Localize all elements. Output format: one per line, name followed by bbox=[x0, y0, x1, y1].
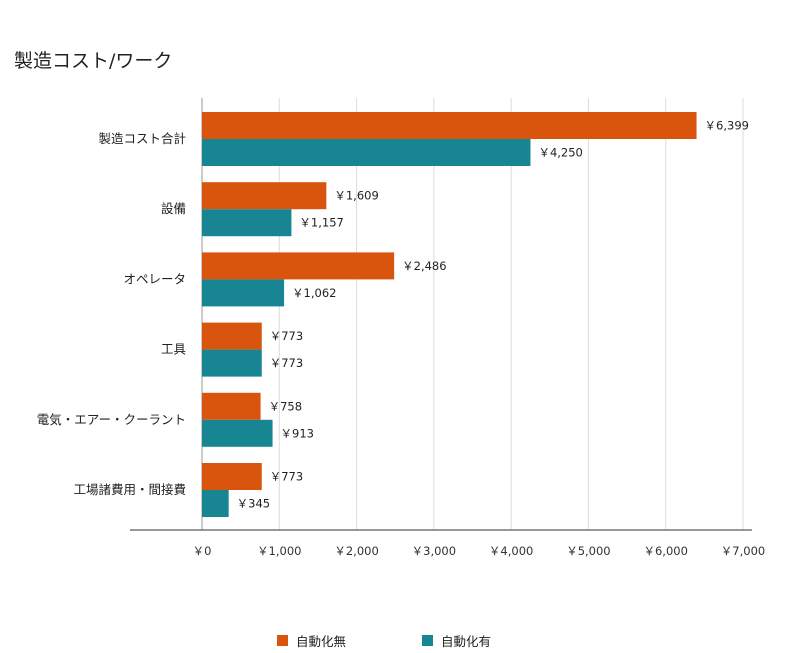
x-tick-label-7: ￥7,000 bbox=[721, 544, 765, 558]
bar-series-1-2[interactable] bbox=[202, 252, 395, 280]
legend-label-series-1: 自動化無 bbox=[296, 634, 347, 649]
bar-series-1-3[interactable] bbox=[202, 322, 262, 350]
bar-series-2-5[interactable] bbox=[202, 490, 229, 517]
bar-series-2-0[interactable] bbox=[202, 139, 531, 166]
x-tick-label-2: ￥2,000 bbox=[334, 544, 378, 558]
legend-swatch-series-2 bbox=[422, 635, 433, 646]
data-label-series-2-3: ￥773 bbox=[270, 356, 303, 370]
data-label-series-1-0: ￥6,399 bbox=[705, 119, 749, 133]
legend-item-series-2[interactable]: 自動化有 bbox=[422, 631, 491, 650]
legend-label-series-2: 自動化有 bbox=[441, 634, 492, 649]
data-label-series-1-2: ￥2,486 bbox=[402, 259, 446, 273]
legend: 自動化無 自動化有 bbox=[0, 631, 790, 650]
x-tick-label-6: ￥6,000 bbox=[643, 544, 687, 558]
data-label-series-1-4: ￥758 bbox=[269, 399, 302, 413]
category-label-3: 工具 bbox=[161, 342, 187, 357]
x-tick-label-4: ￥4,000 bbox=[489, 544, 533, 558]
x-tick-label-3: ￥3,000 bbox=[412, 544, 456, 558]
bar-series-1-0[interactable] bbox=[202, 112, 697, 139]
bar-series-1-5[interactable] bbox=[202, 463, 262, 490]
category-label-5: 工場諸費用・間接費 bbox=[73, 482, 186, 497]
category-label-1: 設備 bbox=[161, 201, 186, 216]
legend-item-series-1[interactable]: 自動化無 bbox=[277, 631, 346, 650]
bar-series-2-4[interactable] bbox=[202, 419, 273, 447]
bar-series-2-1[interactable] bbox=[202, 209, 292, 237]
legend-swatch-series-1 bbox=[277, 635, 288, 646]
bar-series-2-2[interactable] bbox=[202, 279, 285, 307]
data-label-series-2-5: ￥345 bbox=[237, 497, 270, 511]
data-label-series-2-2: ￥1,062 bbox=[292, 286, 336, 300]
x-tick-label-0: ￥0 bbox=[193, 544, 212, 558]
bar-series-1-4[interactable] bbox=[202, 392, 261, 420]
x-tick-label-1: ￥1,000 bbox=[257, 544, 301, 558]
x-tick-label-5: ￥5,000 bbox=[566, 544, 610, 558]
category-label-4: 電気・エアー・クーラント bbox=[37, 412, 186, 427]
bar-series-2-3[interactable] bbox=[202, 349, 262, 377]
labels: ￥0 ￥1,000 ￥2,000 ￥3,000 ￥4,000 ￥5,000 ￥6,000 ￥7… bbox=[37, 119, 765, 559]
bars bbox=[202, 112, 697, 517]
data-label-series-1-1: ￥1,609 bbox=[334, 189, 378, 203]
data-label-series-2-0: ￥4,250 bbox=[538, 146, 582, 160]
data-label-series-2-4: ￥913 bbox=[281, 426, 314, 440]
category-label-2: オペレータ bbox=[123, 271, 186, 286]
data-label-series-2-1: ￥1,157 bbox=[299, 216, 343, 230]
chart-title: 製造コスト/ワーク bbox=[14, 50, 173, 72]
data-label-series-1-5: ￥773 bbox=[270, 470, 303, 484]
gridlines bbox=[130, 98, 752, 531]
category-label-0: 製造コスト合計 bbox=[98, 131, 186, 146]
bar-series-1-1[interactable] bbox=[202, 182, 327, 210]
data-label-series-1-3: ￥773 bbox=[270, 329, 303, 343]
